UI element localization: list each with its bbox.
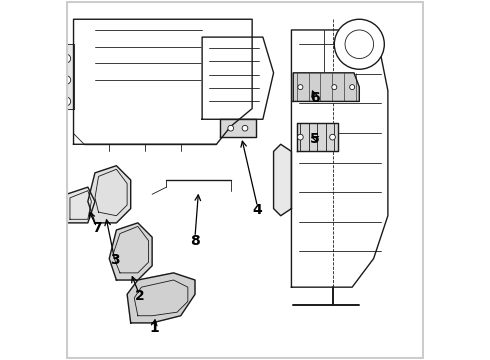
Polygon shape bbox=[88, 166, 131, 223]
Text: 6: 6 bbox=[310, 91, 319, 105]
Circle shape bbox=[62, 76, 71, 84]
Text: 1: 1 bbox=[149, 321, 159, 335]
Text: 3: 3 bbox=[110, 253, 120, 267]
Polygon shape bbox=[74, 19, 252, 144]
Text: 8: 8 bbox=[190, 234, 200, 248]
Text: 5: 5 bbox=[310, 132, 319, 146]
Circle shape bbox=[330, 134, 335, 140]
Circle shape bbox=[228, 125, 234, 131]
Text: 4: 4 bbox=[253, 203, 262, 217]
Circle shape bbox=[242, 125, 248, 131]
Polygon shape bbox=[292, 30, 388, 287]
Polygon shape bbox=[293, 73, 359, 102]
Text: 2: 2 bbox=[135, 289, 145, 303]
Polygon shape bbox=[109, 223, 152, 280]
Polygon shape bbox=[220, 119, 256, 137]
Polygon shape bbox=[59, 44, 74, 109]
Circle shape bbox=[350, 85, 355, 90]
Polygon shape bbox=[127, 273, 195, 323]
Text: 7: 7 bbox=[92, 221, 101, 235]
Circle shape bbox=[334, 19, 384, 69]
Circle shape bbox=[298, 85, 303, 90]
Polygon shape bbox=[297, 123, 338, 152]
Circle shape bbox=[62, 54, 71, 63]
Circle shape bbox=[297, 134, 303, 140]
Polygon shape bbox=[66, 187, 95, 223]
Circle shape bbox=[332, 85, 337, 90]
Circle shape bbox=[62, 97, 71, 106]
Polygon shape bbox=[202, 37, 273, 119]
Polygon shape bbox=[273, 144, 292, 216]
